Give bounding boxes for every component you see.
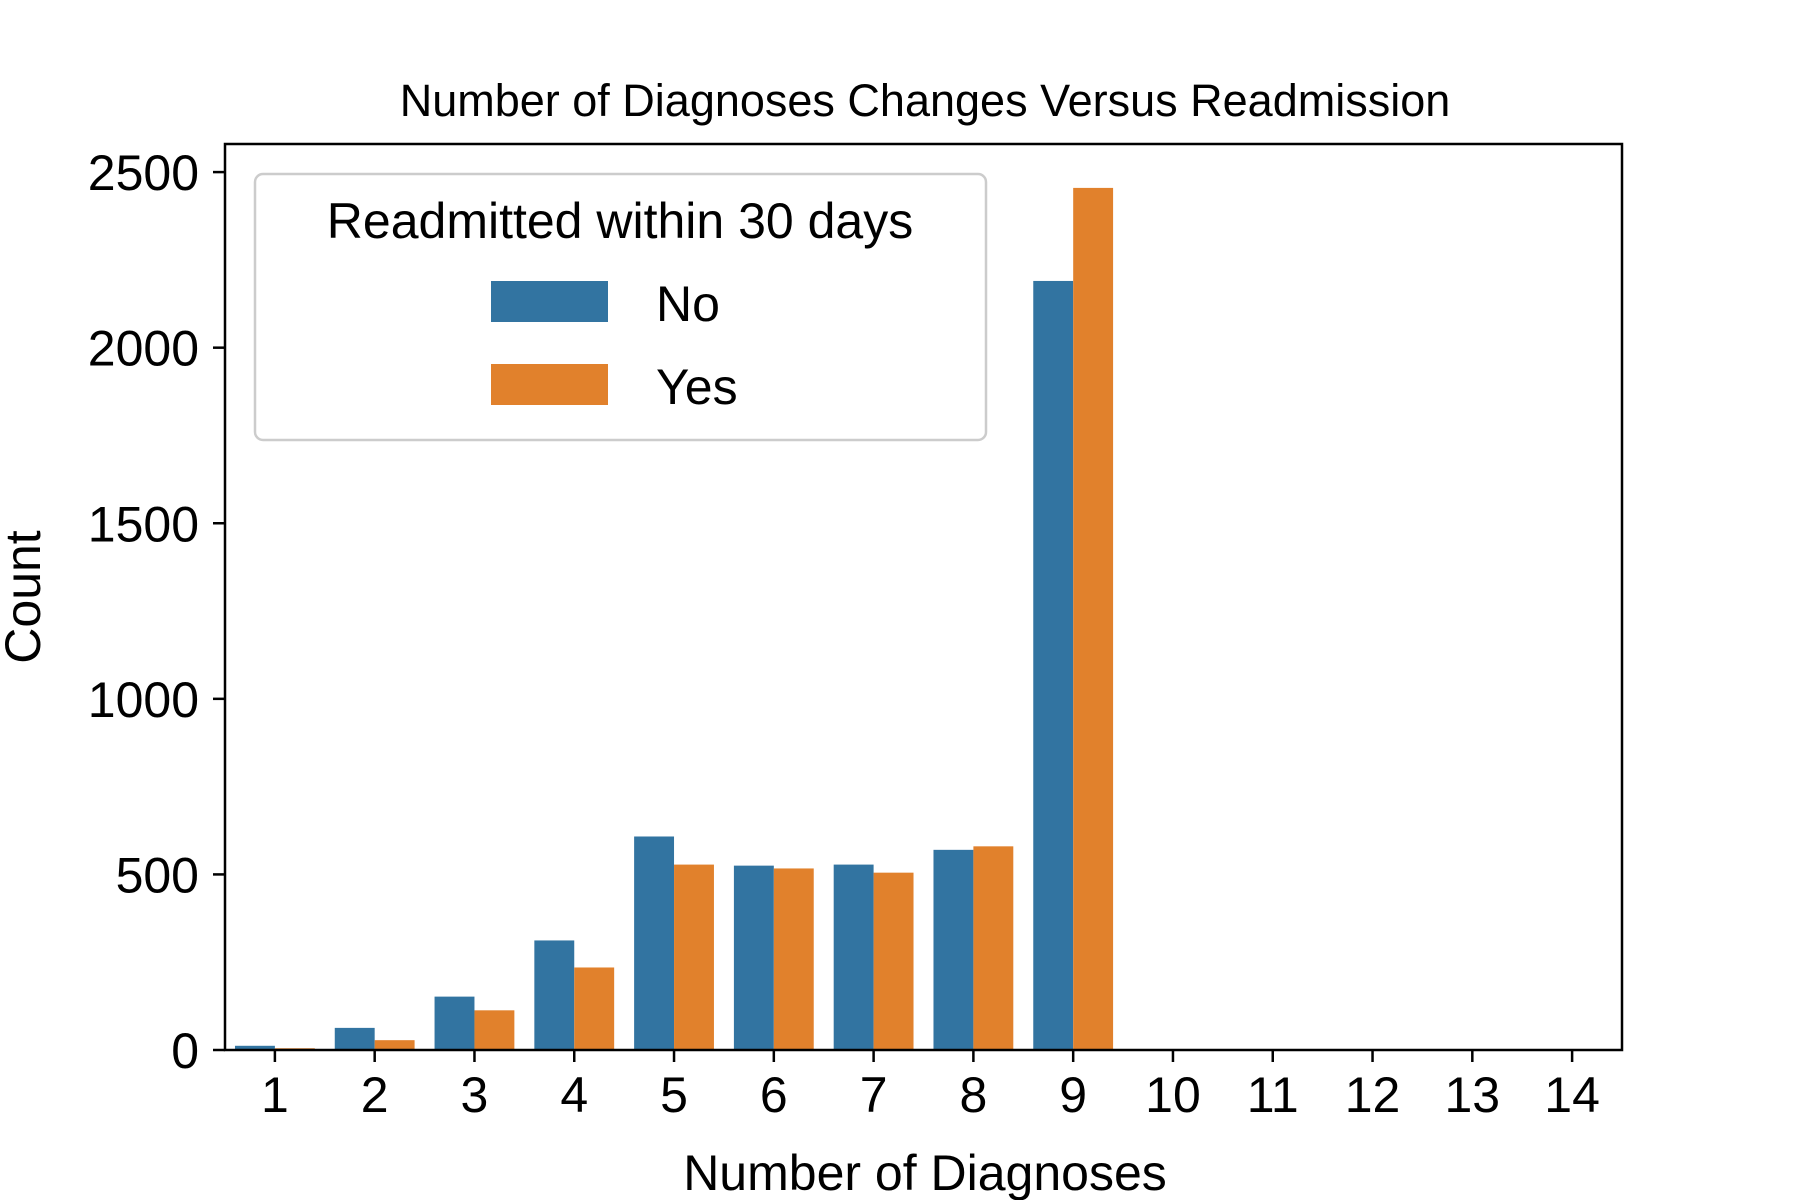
x-axis: 1 2 3 4 5 6 7 8 9 10 11 12 13 14 (261, 1050, 1600, 1123)
bar-no-3 (434, 996, 475, 1050)
bar-yes-2 (374, 1040, 415, 1050)
bar-yes-7 (873, 872, 914, 1050)
bar-no-4 (534, 940, 575, 1050)
legend-box (253, 172, 988, 442)
bar-yes-6 (773, 868, 814, 1050)
bar-yes-3 (474, 1010, 515, 1050)
bar-no-2 (334, 1027, 375, 1050)
y-tick-label: 1500 (88, 496, 199, 552)
x-tick-label: 2 (361, 1067, 389, 1123)
x-tick-label: 13 (1445, 1067, 1501, 1123)
legend-label-yes: Yes (656, 359, 738, 415)
x-tick-label: 4 (560, 1067, 588, 1123)
x-tick-label: 10 (1145, 1067, 1201, 1123)
y-tick-label: 500 (116, 847, 199, 903)
x-tick-label: 12 (1345, 1067, 1401, 1123)
x-tick-label: 5 (660, 1067, 688, 1123)
y-tick-label: 2500 (88, 145, 199, 201)
x-tick-label: 9 (1059, 1067, 1087, 1123)
x-tick-label: 14 (1544, 1067, 1600, 1123)
y-axis: 0 500 1000 1500 2000 2500 (88, 145, 225, 1079)
x-tick-label: 6 (760, 1067, 788, 1123)
legend-label-no: No (656, 276, 720, 332)
bars-group (234, 187, 1114, 1050)
chart-title: Number of Diagnoses Changes Versus Readm… (400, 75, 1451, 126)
x-tick-label: 7 (860, 1067, 888, 1123)
plot-frame (223, 142, 1624, 1052)
legend-swatch-yes (491, 364, 608, 405)
bar-no-9 (1033, 280, 1074, 1050)
x-tick-label: 11 (1247, 1067, 1299, 1123)
x-axis-label: Number of Diagnoses (683, 1145, 1167, 1200)
legend-swatch-no (491, 281, 608, 322)
bar-no-1 (234, 1045, 275, 1050)
y-axis-label: Count (0, 530, 51, 664)
bar-no-6 (733, 865, 774, 1050)
legend: Readmitted within 30 days No Yes (253, 172, 988, 442)
bar-yes-9 (1073, 187, 1114, 1050)
y-tick-label: 2000 (88, 321, 199, 377)
bar-yes-8 (973, 846, 1014, 1050)
bar-yes-4 (574, 967, 615, 1050)
x-tick-label: 1 (261, 1067, 289, 1123)
legend-title: Readmitted within 30 days (327, 193, 913, 249)
x-tick-label: 8 (959, 1067, 987, 1123)
x-tick-label: 3 (461, 1067, 489, 1123)
bar-no-5 (634, 836, 675, 1050)
bar-no-8 (933, 849, 974, 1050)
y-tick-label: 1000 (88, 672, 199, 728)
bar-yes-5 (674, 864, 714, 1050)
y-tick-label: 0 (171, 1023, 199, 1079)
bar-no-7 (833, 864, 874, 1050)
